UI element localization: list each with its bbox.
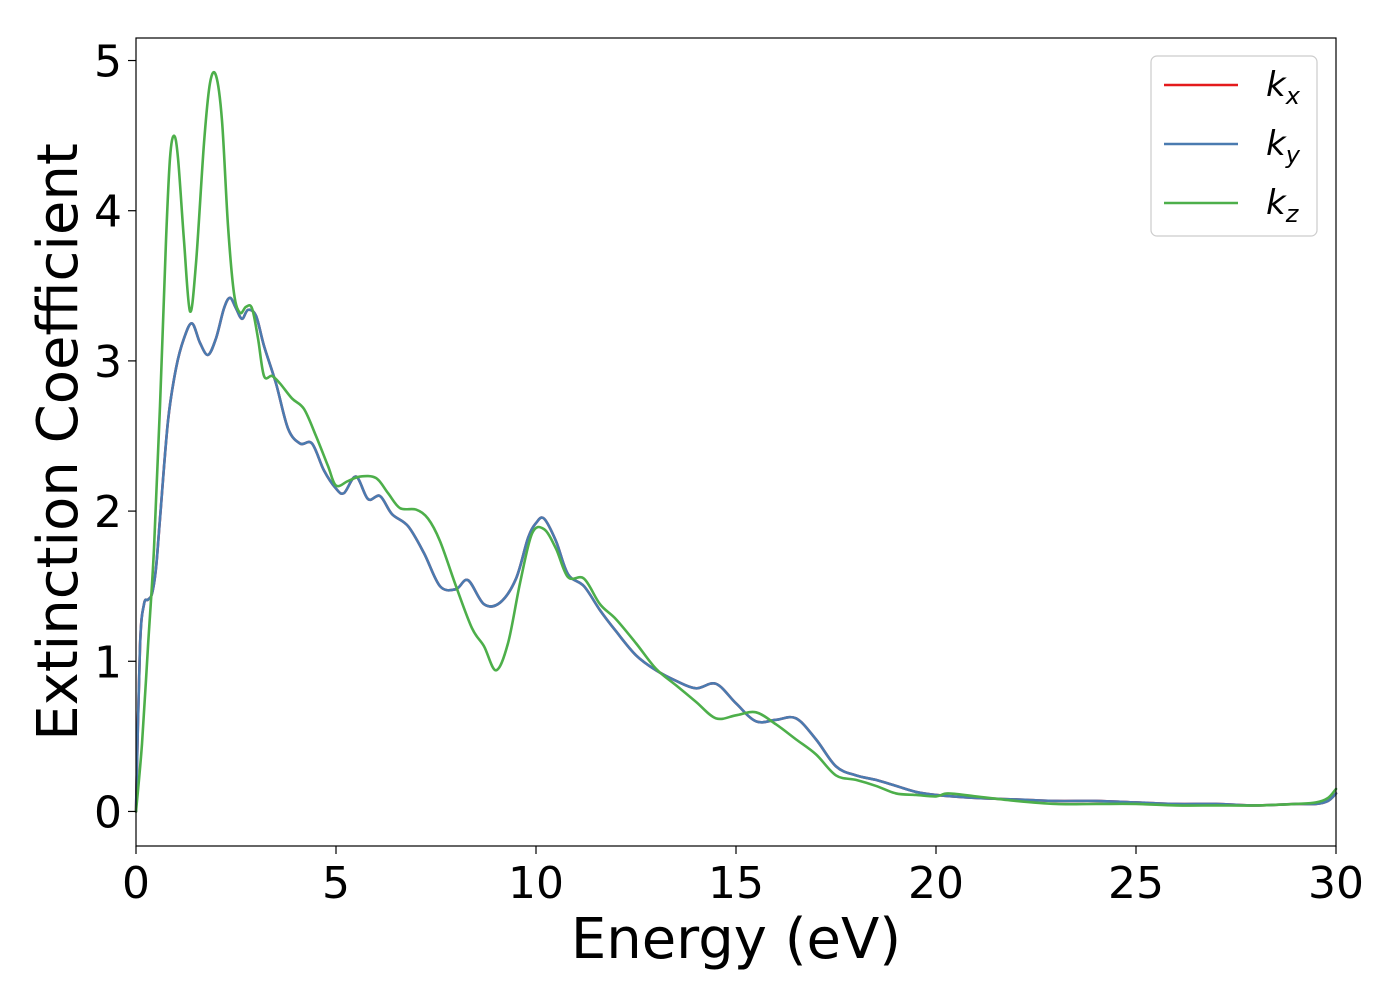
y-axis-title: Extinction Coefficient xyxy=(26,143,91,741)
x-tick-label: 10 xyxy=(508,858,564,909)
x-axis-title: Energy (eV) xyxy=(571,907,901,972)
y-tick-label: 4 xyxy=(94,187,122,238)
y-tick-label: 1 xyxy=(94,637,122,688)
x-tick-label: 15 xyxy=(708,858,764,909)
x-tick-label: 25 xyxy=(1108,858,1164,909)
y-tick-label: 2 xyxy=(94,487,122,538)
x-tick-label: 30 xyxy=(1308,858,1364,909)
legend-box xyxy=(1150,55,1318,237)
legend-label-kx: kx xyxy=(1266,65,1301,110)
x-tick-label: 20 xyxy=(908,858,964,909)
x-tick-label: 0 xyxy=(122,858,150,909)
y-tick-label: 5 xyxy=(94,37,122,88)
series-line-ky xyxy=(134,296,1338,813)
y-tick-label: 3 xyxy=(94,337,122,388)
y-tick-label: 0 xyxy=(94,787,122,838)
series-layer xyxy=(134,70,1338,813)
y-axis: 0 1 2 3 4 5 xyxy=(94,37,136,838)
x-axis: 0 5 10 15 20 25 30 xyxy=(122,846,1364,909)
legend: kx ky kz xyxy=(1150,55,1318,237)
legend-label-kz: kz xyxy=(1266,183,1300,228)
plot-area xyxy=(136,38,1336,846)
series-line-kz xyxy=(134,70,1338,813)
legend-label-ky: ky xyxy=(1266,124,1301,169)
x-tick-label: 5 xyxy=(322,858,350,909)
